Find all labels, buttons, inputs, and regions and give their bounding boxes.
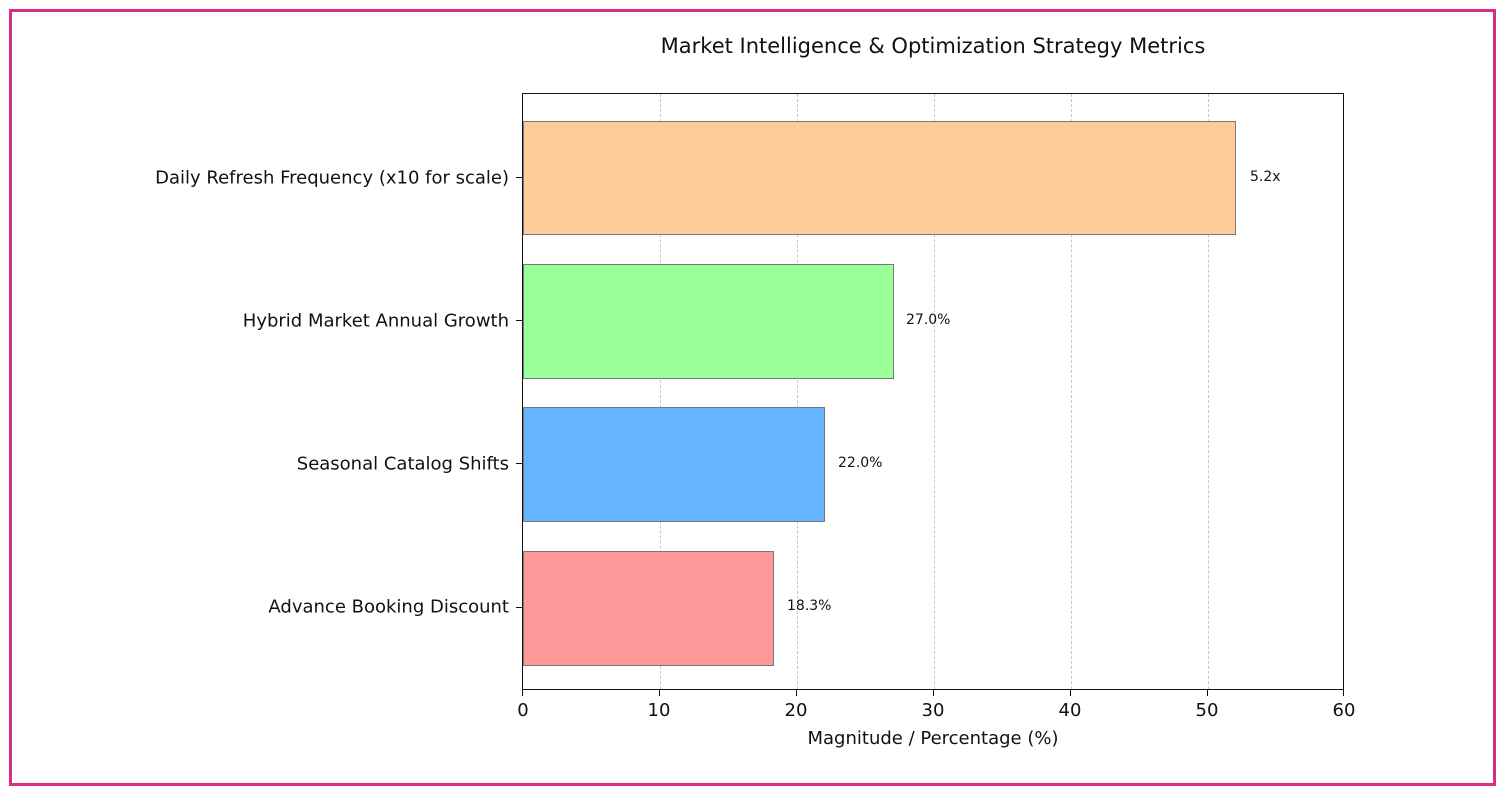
gridline-40: [1071, 94, 1072, 689]
value-label-advance-booking: 18.3%: [787, 598, 832, 614]
x-tick-label: 60: [1332, 700, 1356, 721]
x-tick-label: 40: [1058, 700, 1082, 721]
x-tick: [1343, 690, 1344, 696]
gridline-50: [1208, 94, 1209, 689]
x-tick: [522, 690, 523, 696]
chart-frame: [9, 9, 1496, 786]
value-label-seasonal-shifts: 22.0%: [838, 455, 883, 471]
x-tick: [933, 690, 934, 696]
x-tick-label: 20: [784, 700, 808, 721]
y-tick: [516, 177, 522, 178]
y-tick-label-daily-refresh: Daily Refresh Frequency (x10 for scale): [155, 167, 509, 189]
y-tick-label-seasonal-shifts: Seasonal Catalog Shifts: [296, 453, 509, 475]
bar-daily-refresh-frequency: [523, 121, 1236, 235]
gridline-10: [660, 94, 661, 689]
x-axis-label: Magnitude / Percentage (%): [807, 728, 1059, 749]
y-tick-label-advance-booking: Advance Booking Discount: [268, 596, 509, 618]
gridline-30: [934, 94, 935, 689]
gridline-20: [797, 94, 798, 689]
y-tick: [516, 320, 522, 321]
plot-area: 5.2x 27.0% 22.0% 18.3%: [522, 93, 1344, 690]
chart-title: Market Intelligence & Optimization Strat…: [660, 34, 1206, 58]
x-tick: [1070, 690, 1071, 696]
y-tick: [516, 463, 522, 464]
x-tick-label: 50: [1195, 700, 1219, 721]
x-tick-label: 0: [517, 700, 529, 721]
x-tick-label: 30: [921, 700, 945, 721]
bar-seasonal-catalog-shifts: [523, 407, 825, 522]
x-tick-label: 10: [647, 700, 671, 721]
y-tick-label-hybrid-growth: Hybrid Market Annual Growth: [242, 310, 509, 332]
value-label-daily-refresh: 5.2x: [1250, 169, 1281, 185]
bar-hybrid-market-annual-growth: [523, 264, 894, 379]
bar-advance-booking-discount: [523, 551, 774, 666]
y-tick: [516, 607, 522, 608]
value-label-hybrid-growth: 27.0%: [906, 312, 951, 328]
x-tick: [796, 690, 797, 696]
x-tick: [659, 690, 660, 696]
x-tick: [1207, 690, 1208, 696]
